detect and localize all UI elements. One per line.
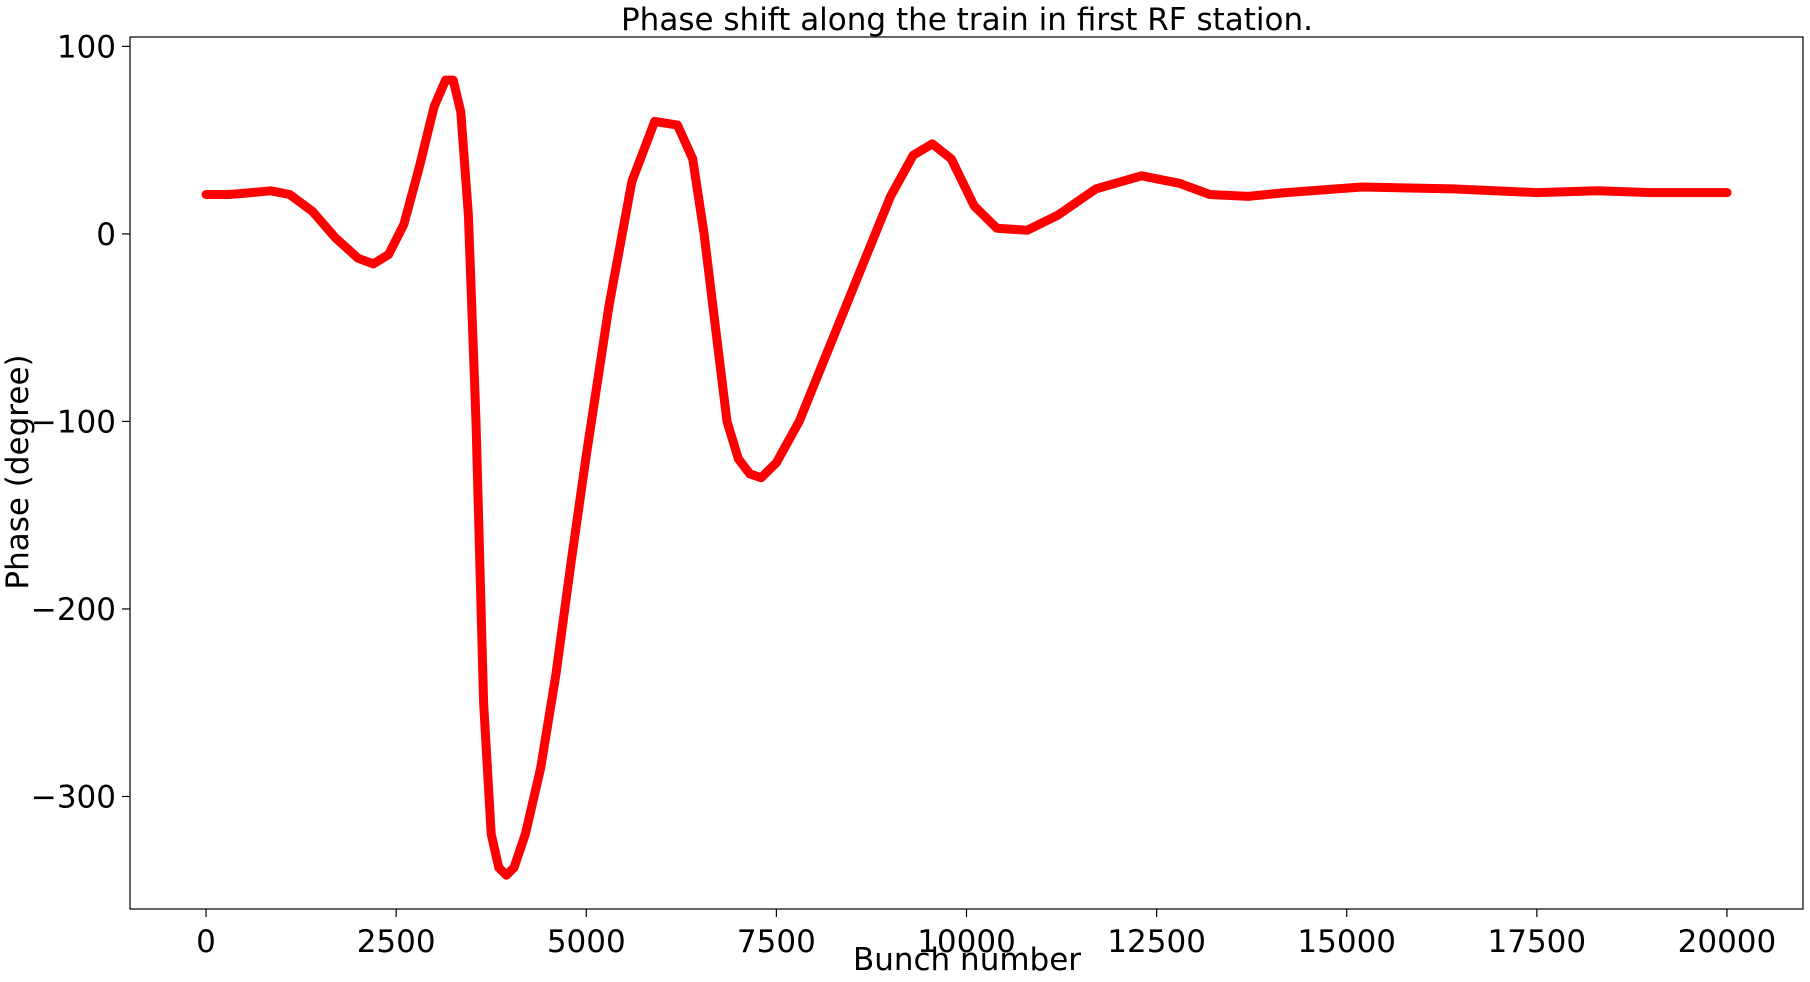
y-axis: −300 −200 −100 0 100 <box>31 29 130 815</box>
x-tick-label: 17500 <box>1488 924 1587 960</box>
y-tick-label: −100 <box>31 404 116 440</box>
x-tick-label: 15000 <box>1297 924 1396 960</box>
chart-title: Phase shift along the train in first RF … <box>621 2 1313 38</box>
x-tick-label: 2500 <box>357 924 436 960</box>
x-tick-label: 7500 <box>737 924 816 960</box>
x-tick-label: 12500 <box>1107 924 1206 960</box>
plot-area-frame <box>129 36 1804 910</box>
y-tick-label: −300 <box>31 779 116 815</box>
x-tick-label: 0 <box>196 924 216 960</box>
phase-series-line <box>201 75 1732 880</box>
x-tick-label: 5000 <box>547 924 626 960</box>
y-tick-label: −200 <box>31 592 116 628</box>
x-axis: 0 2500 5000 7500 10000 12500 15000 17500 20000 <box>196 909 1776 960</box>
y-tick-label: 100 <box>57 29 116 65</box>
x-tick-label: 20000 <box>1678 924 1777 960</box>
x-axis-title: Bunch number <box>853 942 1081 978</box>
y-tick-label: 0 <box>96 217 116 253</box>
x-tick-label: 10000 <box>917 924 1016 960</box>
y-axis-title: Phase (degree) <box>0 354 36 589</box>
